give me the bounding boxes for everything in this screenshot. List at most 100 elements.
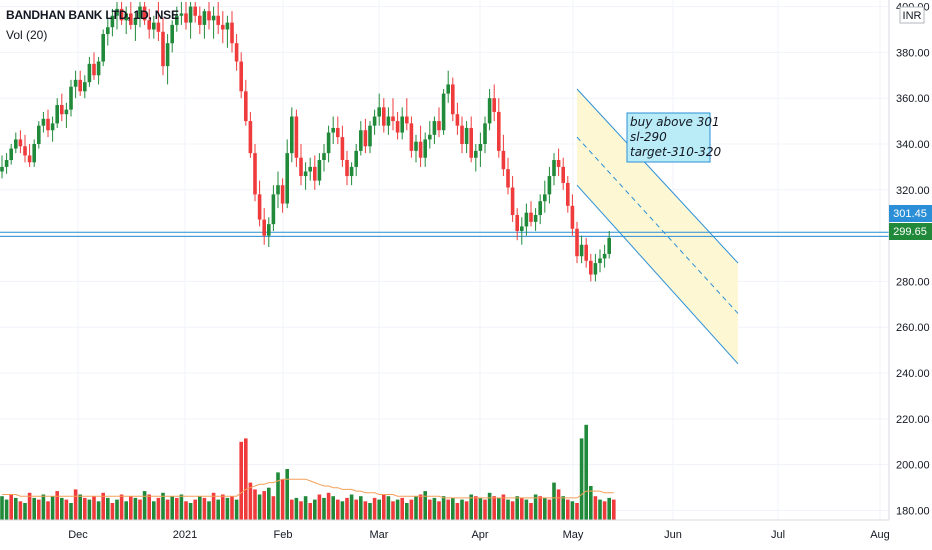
candle (175, 6, 179, 32)
candle-body (211, 15, 216, 21)
channel-upper-line[interactable] (576, 88, 739, 264)
volume-bar (308, 503, 312, 520)
candle-body (216, 15, 220, 25)
candle-body (253, 153, 257, 195)
candle-body (478, 143, 483, 151)
volume-bar (175, 497, 179, 520)
currency-box[interactable] (899, 6, 925, 24)
volume-bar (451, 497, 455, 520)
volume-bar (317, 494, 322, 520)
candle (46, 109, 50, 138)
price-scale[interactable]: 400.00380.00360.00340.00320.00300.00280.… (888, 0, 932, 550)
candle-body (418, 141, 423, 158)
volume-bar (460, 499, 464, 520)
candle (524, 203, 529, 236)
candle (280, 178, 285, 213)
time-scale[interactable]: Dec 2021 Feb Mar Apr May Jun Jul Aug (0, 519, 890, 541)
volume-bar (23, 503, 27, 520)
candle (60, 93, 64, 122)
candle (414, 134, 418, 163)
candle-body (83, 82, 87, 92)
candle-body (322, 153, 326, 161)
volume-bar (428, 499, 432, 520)
candle (244, 79, 248, 126)
candle-body (446, 84, 450, 94)
candle-body (96, 61, 101, 76)
y-tick-label: 240.00 (896, 368, 930, 380)
volume-bar (216, 499, 220, 520)
candle-body (538, 201, 542, 215)
volume-bar (271, 496, 276, 520)
candle-body (239, 61, 243, 92)
candle (538, 194, 542, 225)
candle-body (386, 116, 391, 126)
candle (533, 208, 538, 232)
candle-body (27, 155, 32, 163)
candle-body (520, 226, 524, 232)
candle-body (129, 13, 133, 25)
candle (607, 231, 611, 259)
candle (556, 148, 561, 177)
annotation-rect (626, 112, 711, 163)
candle-body (262, 219, 266, 236)
price-channel[interactable] (576, 88, 739, 365)
channel-lower-line[interactable] (576, 184, 739, 365)
candle-body (561, 166, 565, 183)
annotation-box[interactable]: buy above 301 sl-290 target-310-320 (626, 112, 722, 163)
volume-bar (533, 494, 538, 520)
candle-body (202, 11, 207, 25)
candle-body (589, 260, 593, 275)
volume-bar (556, 489, 561, 520)
candle (248, 111, 253, 158)
candle-body (257, 194, 262, 220)
candle (119, 2, 124, 25)
candle-body (193, 6, 197, 16)
candle (340, 125, 345, 167)
candle (27, 143, 32, 167)
candle (193, 2, 197, 23)
volume-bar (441, 496, 446, 520)
volume-bar (101, 492, 105, 520)
candle (377, 93, 381, 126)
candle (432, 116, 437, 144)
candle (129, 2, 133, 30)
y-tick-label: 340.00 (896, 139, 930, 151)
candle-body (133, 18, 138, 25)
volume-bar (405, 503, 409, 520)
volume-bar (60, 497, 64, 520)
candle (593, 253, 598, 282)
candle-body (280, 185, 285, 204)
volume-bar (290, 499, 294, 520)
candle-body (50, 123, 55, 131)
volume-bar (27, 492, 32, 520)
candle (437, 107, 441, 138)
candle (386, 107, 391, 135)
volume-bar (506, 499, 510, 520)
volume-bar (50, 496, 55, 520)
horizontal-line-badge (889, 205, 932, 222)
candle (69, 79, 73, 117)
volume-bar (46, 501, 50, 520)
candle-body (179, 13, 184, 16)
volume-bar (529, 503, 533, 520)
candle (308, 157, 312, 181)
volume-bar (55, 491, 59, 520)
volume-bar (225, 497, 230, 520)
volume-bar (165, 499, 170, 520)
candle (566, 176, 570, 213)
volume-bar (303, 496, 308, 520)
candle (92, 52, 96, 80)
horizontal-line[interactable] (0, 231, 889, 237)
candle-body (349, 166, 354, 177)
candle (106, 18, 110, 46)
candle-body (501, 150, 506, 170)
volume-bar (552, 482, 556, 520)
candle (221, 11, 225, 44)
candle-body (78, 79, 82, 92)
candle-body (230, 22, 234, 44)
candle (349, 162, 354, 186)
candle-body (593, 263, 598, 275)
candle (78, 70, 82, 96)
candle (520, 217, 524, 245)
candle (326, 125, 331, 163)
